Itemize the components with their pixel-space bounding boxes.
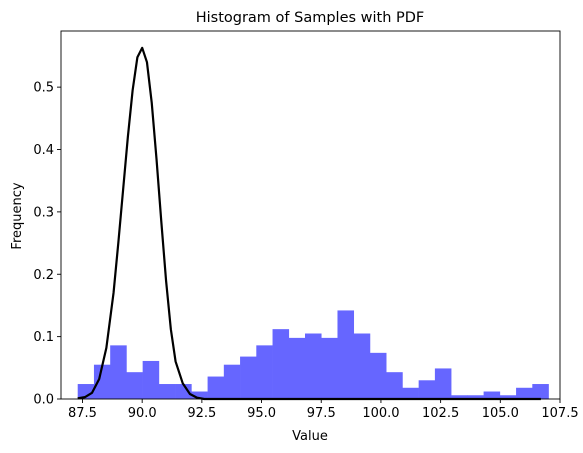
x-axis: 87.5 90.0 92.5 95.0 97.5 100.0 102.5 105.0 107.5 — [68, 399, 579, 421]
histogram-bar — [499, 395, 517, 399]
histogram-bar — [337, 310, 355, 399]
y-tick-label: 0.2 — [33, 268, 54, 283]
histogram-bar — [191, 391, 208, 399]
histogram-bar — [434, 368, 452, 399]
histogram-bars — [77, 310, 549, 399]
y-tick-label: 0.4 — [33, 143, 54, 158]
x-tick-label: 87.5 — [68, 406, 97, 421]
histogram-bar — [483, 391, 501, 399]
histogram-bar — [93, 364, 111, 399]
x-tick-label: 107.5 — [541, 406, 578, 421]
histogram-bar — [272, 329, 290, 399]
y-tick-label: 0.3 — [33, 205, 54, 220]
histogram-bar — [207, 376, 225, 399]
y-axis-label: Frequency — [10, 182, 25, 249]
histogram-bar — [353, 333, 371, 399]
histogram-bar — [418, 380, 436, 399]
x-tick-label: 105.0 — [482, 406, 519, 421]
plot-frame — [60, 30, 561, 400]
histogram-bar — [467, 395, 484, 399]
x-tick-label: 90.0 — [128, 406, 157, 421]
histogram-bar — [175, 384, 192, 399]
histogram-bar — [305, 333, 322, 399]
y-tick-label: 0.1 — [33, 330, 54, 345]
histogram-bar — [386, 372, 403, 399]
histogram-bar — [516, 387, 533, 399]
histogram-bar — [110, 345, 127, 399]
x-tick-label: 100.0 — [362, 406, 399, 421]
histogram-bar — [126, 372, 143, 399]
histogram-bar — [256, 345, 273, 399]
histogram-bar — [240, 356, 257, 399]
y-tick-label: 0.5 — [33, 81, 54, 96]
x-tick-label: 95.0 — [247, 406, 276, 421]
x-tick-label: 97.5 — [307, 406, 336, 421]
histogram-bar — [142, 360, 160, 399]
histogram-bar — [288, 337, 306, 399]
y-axis: 0.0 0.1 0.2 0.3 0.4 0.5 — [33, 81, 61, 408]
y-tick-label: 0.0 — [33, 393, 54, 408]
x-axis-label: Value — [292, 429, 328, 444]
x-tick-label: 92.5 — [187, 406, 216, 421]
histogram-bar — [451, 395, 468, 399]
histogram-bar — [223, 364, 241, 399]
histogram-bar — [402, 387, 419, 399]
histogram-bar — [158, 384, 176, 399]
histogram-bar — [369, 352, 387, 399]
histogram-bar — [532, 384, 549, 399]
chart-title: Histogram of Samples with PDF — [196, 10, 425, 26]
histogram-bar — [321, 337, 338, 399]
x-tick-label: 102.5 — [422, 406, 459, 421]
histogram-bar — [77, 384, 95, 399]
